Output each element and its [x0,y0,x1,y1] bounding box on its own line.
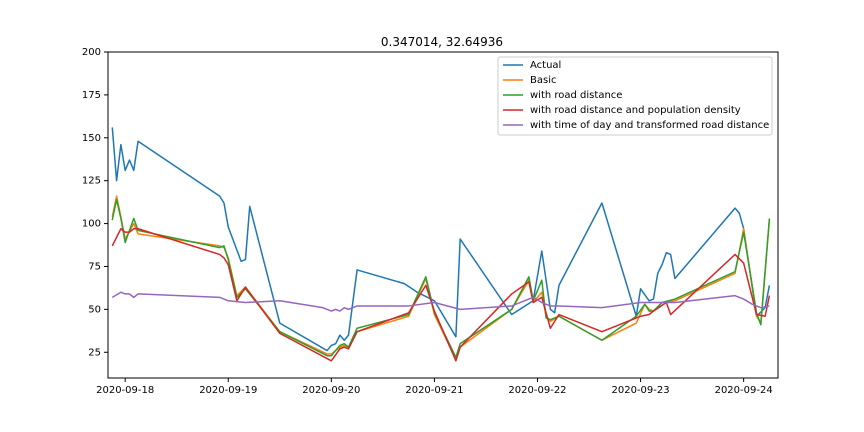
y-tick-label: 25 [88,347,101,358]
x-tick-label: 2020-09-23 [612,385,670,396]
legend-label: Actual [530,60,561,71]
y-tick-label: 175 [82,90,101,101]
x-tick-label: 2020-09-19 [199,385,257,396]
legend-label: with road distance [530,90,622,101]
series-line-2 [111,198,771,359]
series-line-1 [111,195,771,360]
series-line-0 [111,127,771,352]
legend-label: with road distance and population densit… [530,105,741,116]
axes-frame [107,51,779,379]
legend-box [497,56,773,136]
x-axis: 2020-09-18 2020-09-19 2020-09-20 2020-09-21… [96,378,773,396]
x-tick-label: 2020-09-22 [508,385,566,396]
x-tick-label: 2020-09-21 [405,385,463,396]
legend-label: Basic [530,75,556,86]
x-tick-label: 2020-09-18 [96,385,154,396]
plot-lines [111,127,771,362]
y-tick-label: 125 [82,176,101,187]
y-tick-label: 50 [88,304,101,315]
legend: Actual Basic with road distance with road d… [497,56,773,136]
x-tick-label: 2020-09-20 [302,385,360,396]
y-tick-label: 200 [82,47,101,58]
chart-title: 0.347014, 32.64936 [381,35,503,49]
series-line-3 [111,227,771,362]
y-tick-label: 100 [82,219,101,230]
legend-label: with time of day and transformed road di… [530,120,769,131]
series-line-4 [111,291,770,312]
y-tick-label: 75 [88,261,101,272]
x-tick-label: 2020-09-24 [715,385,773,396]
y-axis: 25 50 75 100 125 150 175 200 [82,47,108,358]
y-tick-label: 150 [82,133,101,144]
